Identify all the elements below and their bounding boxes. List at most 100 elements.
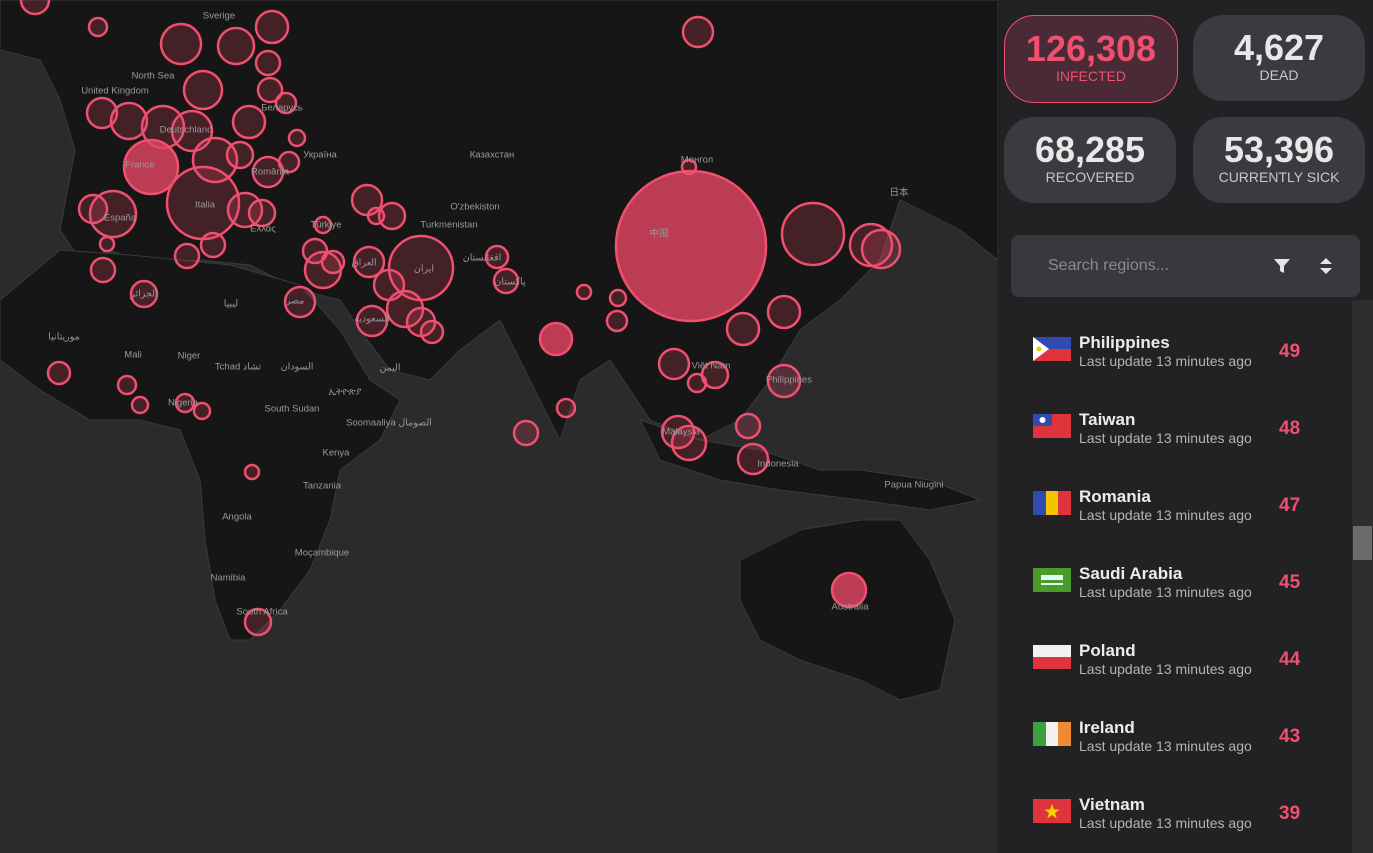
flag <box>1033 568 1071 592</box>
case-bubble <box>352 245 386 279</box>
case-bubble <box>608 288 628 308</box>
map-label: Sverige <box>203 11 235 22</box>
case-bubble <box>88 189 138 239</box>
region-item[interactable]: Taiwan Last update 13 minutes ago 48 <box>1033 410 1333 460</box>
stat-label: DEAD <box>1259 67 1299 83</box>
region-name: Vietnam <box>1079 795 1145 814</box>
region-item[interactable]: Philippines Last update 13 minutes ago 49 <box>1033 333 1333 383</box>
case-bubble <box>575 283 593 301</box>
region-name: Taiwan <box>1079 410 1136 429</box>
stat-card[interactable]: 68,285 RECOVERED <box>1004 117 1176 203</box>
map-label: Tchad تشاد <box>215 362 262 373</box>
map-label: Australia <box>832 602 870 613</box>
region-name: Philippines <box>1079 333 1170 352</box>
case-bubble <box>122 138 180 196</box>
case-bubble <box>225 140 255 170</box>
map-label: Беларусь <box>261 103 303 114</box>
map-label: Papua Niugini <box>884 480 943 491</box>
case-bubble <box>199 231 227 259</box>
region-item[interactable]: Vietnam Last update 13 minutes ago 39 <box>1033 795 1333 845</box>
case-bubble <box>377 201 407 231</box>
case-bubble <box>484 244 510 270</box>
case-bubble <box>243 463 261 481</box>
case-bubble <box>116 374 138 396</box>
search-box[interactable]: Search regions... <box>1011 235 1360 297</box>
case-bubble <box>192 401 212 421</box>
map-label: العراق <box>351 258 376 269</box>
case-bubble <box>243 607 273 637</box>
case-bubble <box>216 26 256 66</box>
flag <box>1033 722 1071 746</box>
map-label: Türkiye <box>310 220 341 231</box>
map-label: Angola <box>222 512 252 523</box>
stat-label: RECOVERED <box>1045 169 1135 185</box>
case-bubble <box>173 242 201 270</box>
region-count: 43 <box>1279 726 1301 747</box>
sort-icon[interactable] <box>1319 257 1333 275</box>
region-update: Last update 13 minutes ago <box>1079 584 1252 600</box>
flag <box>1033 645 1071 669</box>
map-label: Kenya <box>323 448 351 459</box>
map-label: Philippines <box>766 375 812 386</box>
region-update: Last update 13 minutes ago <box>1079 353 1252 369</box>
region-count: 49 <box>1279 341 1301 362</box>
sidebar: 126,308 INFECTED 4,627 DEAD 68,285 RECOVERED 5… <box>998 0 1373 853</box>
case-bubble <box>681 15 715 49</box>
map-label: España <box>104 213 137 224</box>
case-bubble <box>89 256 117 284</box>
case-bubble <box>287 128 307 148</box>
stat-value: 4,627 <box>1233 27 1325 68</box>
stat-card[interactable]: 53,396 CURRENTLY SICK <box>1193 117 1365 203</box>
case-bubble <box>251 155 285 189</box>
region-count: 48 <box>1279 418 1301 439</box>
case-bubble <box>860 228 902 270</box>
flag <box>1033 799 1071 823</box>
case-bubble <box>614 169 768 323</box>
case-bubble <box>129 279 159 309</box>
scrollbar[interactable] <box>1352 300 1373 853</box>
map-label: 中国 <box>649 228 668 240</box>
region-item[interactable]: Romania Last update 13 minutes ago 47 <box>1033 487 1333 537</box>
case-bubble <box>670 424 708 462</box>
map-label: Soomaaliya الصومال <box>346 418 432 429</box>
map-label: اليمن <box>379 363 400 374</box>
region-update: Last update 13 minutes ago <box>1079 507 1252 523</box>
stat-value: 126,308 <box>1025 28 1157 69</box>
region-item[interactable]: Poland Last update 13 minutes ago 44 <box>1033 641 1333 691</box>
map-label: Indonesia <box>757 459 799 470</box>
map-label: Namibia <box>211 573 247 584</box>
case-bubble <box>77 193 109 225</box>
case-bubble <box>191 136 239 184</box>
scroll-thumb[interactable] <box>1353 526 1372 560</box>
filter-icon[interactable] <box>1273 257 1291 275</box>
case-bubble <box>538 321 574 357</box>
map-label: Turkmenistan <box>420 220 477 231</box>
region-item[interactable]: Ireland Last update 13 minutes ago 43 <box>1033 718 1333 768</box>
flag <box>1033 491 1071 515</box>
region-update: Last update 13 minutes ago <box>1079 430 1252 446</box>
case-bubble <box>130 395 150 415</box>
case-bubble <box>254 9 290 45</box>
case-bubble <box>256 76 284 104</box>
map-label: الجزائر <box>129 289 157 300</box>
case-bubble <box>320 249 346 275</box>
stat-card[interactable]: 4,627 DEAD <box>1193 15 1365 101</box>
case-bubble <box>366 206 386 226</box>
map-label: 日本 <box>889 187 909 199</box>
map-label: Niger <box>178 351 201 362</box>
case-bubble <box>46 360 72 386</box>
map-label: پاکستان <box>494 277 526 288</box>
case-bubble <box>98 235 116 253</box>
map-label: افغانستان <box>463 253 502 264</box>
region-item[interactable]: Saudi Arabia Last update 13 minutes ago 45 <box>1033 564 1333 614</box>
case-bubble <box>734 412 762 440</box>
map-label: Україна <box>303 150 337 161</box>
stat-card[interactable]: 126,308 INFECTED <box>1004 15 1178 103</box>
map-label: O'zbekiston <box>450 202 499 213</box>
case-bubble <box>736 442 770 476</box>
case-bubble <box>247 198 277 228</box>
case-bubble <box>512 419 540 447</box>
map-label: Монгол <box>681 155 713 166</box>
region-count: 39 <box>1279 803 1301 824</box>
